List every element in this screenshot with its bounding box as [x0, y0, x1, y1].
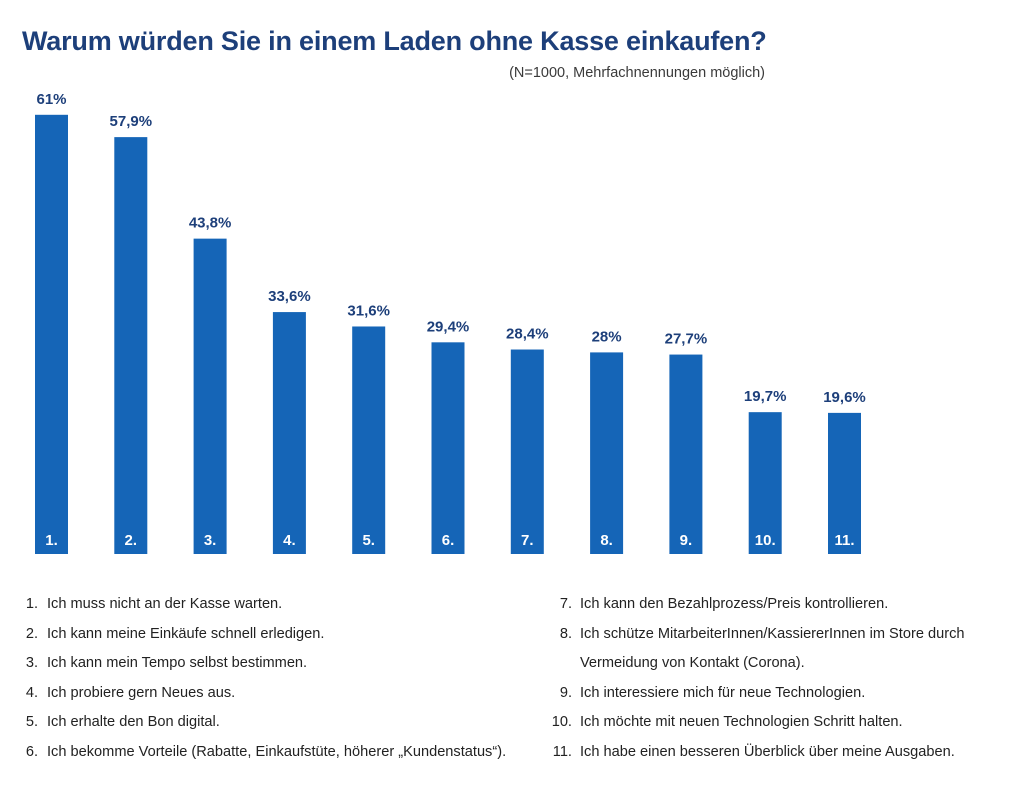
legend-text: Ich habe einen besseren Überblick über m… — [580, 743, 955, 760]
legend-number: 5. — [25, 714, 38, 731]
legend-text: Ich möchte mit neuen Technologien Schrit… — [580, 714, 903, 731]
value-label-4: 33,6% — [268, 288, 311, 305]
bar-2 — [114, 137, 148, 554]
value-label-8: 28% — [592, 328, 622, 345]
category-label-7: 7. — [521, 532, 534, 549]
legend-item-11: 11. Ich habe einen besseren Überblick übe… — [550, 738, 1010, 768]
bar-6 — [431, 342, 465, 554]
bar-11 — [828, 412, 861, 554]
value-label-9: 27,7% — [665, 331, 708, 348]
legend-right-column: 7. Ich kann den Bezahlprozess/Preis kontr… — [550, 590, 1010, 768]
value-label-1: 61% — [36, 91, 66, 108]
legend-text: Ich probiere gern Neues aus. — [47, 684, 236, 701]
bar-10 — [748, 412, 782, 554]
category-label-3: 3. — [204, 532, 217, 549]
legend-item-4: 4. Ich probiere gern Neues aus. — [21, 679, 541, 709]
legend-text: Ich bekomme Vorteile (Rabatte, Einkaufst… — [47, 743, 507, 760]
category-label-9: 9. — [680, 532, 693, 549]
legend-text: Ich kann den Bezahlprozess/Preis kontrol… — [580, 596, 889, 612]
legend-text: Ich erhalte den Bon digital. — [47, 714, 220, 731]
bar-chart: 61% 1. 57,9% 2. 43,8% 3. 33,6% 4. 31,6% 5. 29,4% 6.… — [35, 91, 866, 555]
value-label-11: 19,6% — [823, 389, 866, 406]
legend-number: 10. — [551, 714, 572, 731]
legend-text: Ich interessiere mich für neue Technolog… — [580, 684, 866, 701]
category-label-10: 10. — [755, 532, 776, 549]
value-label-5: 31,6% — [347, 302, 390, 319]
legend-text: Ich kann mein Tempo selbst bestimmen. — [47, 655, 308, 672]
legend-item-6: 6. Ich bekomme Vorteile (Rabatte, Einkauf… — [21, 738, 541, 768]
category-label-6: 6. — [442, 532, 455, 549]
bar-7 — [510, 349, 544, 554]
legend-item-10: 10. Ich möchte mit neuen Technologien Sch… — [550, 708, 1010, 738]
legend-number: 6. — [25, 743, 38, 760]
bar-4 — [272, 312, 306, 554]
value-label-2: 57,9% — [110, 113, 153, 130]
legend-number: 9. — [559, 684, 572, 701]
category-label-2: 2. — [125, 532, 138, 549]
legend-item-7: 7. Ich kann den Bezahlprozess/Preis kontr… — [550, 590, 1010, 620]
value-label-3: 43,8% — [189, 215, 232, 232]
legend-item-2: 2. Ich kann meine Einkäufe schnell erledi… — [21, 620, 541, 650]
legend-item-8: 8. Ich schütze MitarbeiterInnen/Kassierer… — [550, 620, 1010, 679]
legend-number: 2. — [25, 625, 38, 642]
legend-number: 7. — [559, 596, 572, 612]
legend-number: 1. — [25, 596, 38, 612]
legend-text: Ich schütze MitarbeiterInnen/KassiererIn… — [580, 625, 965, 672]
value-label-6: 29,4% — [427, 318, 470, 335]
legend-number: 8. — [559, 625, 572, 642]
bar-9 — [669, 354, 703, 554]
legend-item-5: 5. Ich erhalte den Bon digital. — [21, 708, 541, 738]
legend-number: 4. — [25, 684, 38, 701]
category-label-11: 11. — [834, 532, 854, 549]
chart-title: Warum würden Sie in einem Laden ohne Kas… — [22, 26, 767, 56]
legend-item-9: 9. Ich interessiere mich für neue Technol… — [550, 679, 1010, 709]
category-label-5: 5. — [362, 532, 375, 549]
bar-1 — [35, 114, 68, 555]
category-label-8: 8. — [600, 532, 613, 549]
category-label-1: 1. — [45, 532, 58, 549]
bar-5 — [352, 326, 386, 554]
category-label-4: 4. — [283, 532, 296, 549]
legend-number: 3. — [25, 655, 38, 672]
value-label-10: 19,7% — [744, 388, 787, 405]
legend-text: Ich kann meine Einkäufe schnell erledige… — [47, 625, 325, 642]
legend-number: 11. — [552, 743, 572, 760]
legend-item-3: 3. Ich kann mein Tempo selbst bestimmen. — [21, 649, 541, 679]
legend-left-column: 1. Ich muss nicht an der Kasse warten. 2. I… — [21, 590, 541, 768]
legend-item-1: 1. Ich muss nicht an der Kasse warten. — [21, 590, 541, 620]
chart-subtitle: (N=1000, Mehrfachnennungen möglich) — [509, 65, 765, 81]
value-label-7: 28,4% — [506, 326, 549, 343]
legend-text: Ich muss nicht an der Kasse warten. — [47, 596, 283, 612]
bar-8 — [590, 352, 624, 554]
bar-3 — [193, 238, 227, 554]
